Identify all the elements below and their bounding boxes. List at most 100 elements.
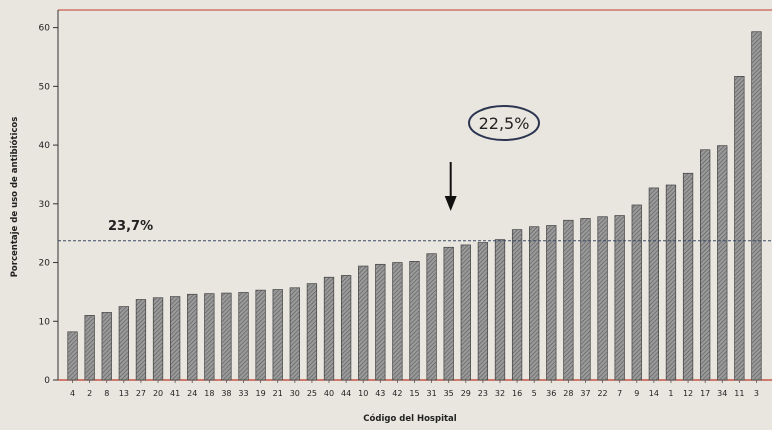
bar-1 — [665, 184, 677, 381]
x-tick-label: 29 — [461, 389, 471, 398]
x-tick-label: 12 — [683, 389, 693, 398]
y-tick-label: 10 — [39, 317, 51, 327]
bar-5 — [529, 226, 540, 381]
bar-24 — [187, 293, 198, 381]
bar-33 — [238, 292, 249, 381]
x-tick-label: 37 — [580, 389, 590, 398]
x-tick-label: 25 — [307, 389, 317, 398]
x-axis: 4 2 8 13 27 20 41 24 18 38 33 19 21 30 25 40 44 10 43 42 15 3… — [70, 380, 759, 398]
bar-12 — [682, 172, 694, 381]
bar-42 — [392, 262, 403, 381]
bar-38 — [221, 292, 232, 381]
x-tick-label: 24 — [187, 389, 197, 398]
x-tick-label: 4 — [70, 389, 75, 398]
x-tick-label: 32 — [495, 389, 505, 398]
bar-28 — [563, 219, 574, 381]
x-axis-label: Código del Hospital — [363, 413, 456, 424]
bar-10 — [358, 265, 369, 381]
x-tick-label: 15 — [409, 389, 419, 398]
bar-2 — [84, 315, 95, 381]
bar-21 — [272, 289, 283, 381]
bar-35 — [443, 246, 454, 381]
y-tick-label: 40 — [39, 141, 51, 151]
x-tick-label: 28 — [563, 389, 573, 398]
bars — [67, 31, 762, 381]
bar-40 — [323, 276, 335, 381]
x-tick-label: 30 — [290, 389, 300, 398]
x-tick-label: 14 — [649, 389, 659, 398]
x-tick-label: 42 — [392, 389, 402, 398]
bar-8 — [101, 312, 112, 381]
bar-16 — [511, 229, 523, 381]
annotations: 23,7% 22,5% — [58, 105, 772, 242]
bar-44 — [340, 275, 352, 381]
reference-line-label: 23,7% — [108, 219, 153, 234]
x-tick-label: 11 — [734, 389, 744, 398]
bar-20 — [152, 297, 164, 381]
bar-30 — [289, 287, 300, 381]
x-tick-label: 9 — [634, 389, 639, 398]
x-tick-label: 41 — [170, 389, 180, 398]
x-tick-label: 22 — [597, 389, 607, 398]
x-tick-label: 20 — [153, 389, 163, 398]
x-tick-label: 27 — [136, 389, 146, 398]
x-tick-label: 18 — [204, 389, 214, 398]
x-tick-label: 1 — [668, 389, 673, 398]
bar-4 — [67, 331, 78, 381]
y-tick-label: 60 — [39, 24, 51, 34]
y-axis: 0 10 20 30 40 50 60 — [39, 24, 58, 386]
x-tick-label: 40 — [324, 389, 334, 398]
x-tick-label: 33 — [238, 389, 248, 398]
x-tick-label: 5 — [532, 389, 537, 398]
x-tick-label: 44 — [341, 389, 351, 398]
x-tick-label: 19 — [256, 389, 266, 398]
bar-3 — [751, 31, 762, 381]
bar-23 — [477, 242, 489, 381]
y-tick-label: 20 — [39, 259, 51, 269]
bar-25 — [306, 283, 318, 381]
bar-34 — [717, 145, 728, 381]
bar-13 — [118, 306, 129, 381]
x-tick-label: 16 — [512, 389, 522, 398]
x-tick-label: 38 — [221, 389, 231, 398]
x-tick-label: 10 — [358, 389, 368, 398]
x-tick-label: 36 — [546, 389, 556, 398]
x-tick-label: 8 — [104, 389, 109, 398]
y-tick-label: 0 — [44, 376, 50, 386]
bar-27 — [135, 299, 147, 381]
bar-32 — [494, 239, 506, 381]
bar-11 — [734, 76, 745, 381]
bar-31 — [426, 253, 437, 381]
x-tick-label: 17 — [700, 389, 710, 398]
x-tick-label: 31 — [427, 389, 437, 398]
y-axis-label: Porcentaje de uso de antibióticos — [9, 117, 20, 278]
bar-15 — [409, 261, 420, 381]
highlight-arrowhead — [444, 196, 457, 211]
x-tick-label: 43 — [375, 389, 385, 398]
bar-43 — [375, 263, 386, 381]
bar-18 — [204, 293, 215, 381]
bar-9 — [631, 204, 642, 381]
y-tick-label: 30 — [39, 200, 51, 210]
bar-41 — [169, 296, 181, 381]
bar-37 — [580, 218, 591, 381]
x-tick-label: 13 — [119, 389, 129, 398]
bar-19 — [255, 289, 266, 381]
x-tick-label: 23 — [478, 389, 488, 398]
highlight-label: 22,5% — [479, 114, 530, 133]
x-tick-label: 3 — [754, 389, 759, 398]
y-tick-label: 50 — [39, 82, 51, 92]
bar-17 — [700, 149, 711, 381]
x-tick-label: 21 — [273, 389, 283, 398]
bar-36 — [546, 225, 557, 381]
x-tick-label: 34 — [717, 389, 727, 398]
x-tick-label: 35 — [444, 389, 454, 398]
highlight-ellipse — [468, 105, 540, 141]
bar-7 — [614, 215, 625, 381]
bar-14 — [648, 187, 660, 381]
x-tick-label: 7 — [617, 389, 622, 398]
x-tick-label: 2 — [87, 389, 92, 398]
bar-29 — [460, 244, 471, 381]
